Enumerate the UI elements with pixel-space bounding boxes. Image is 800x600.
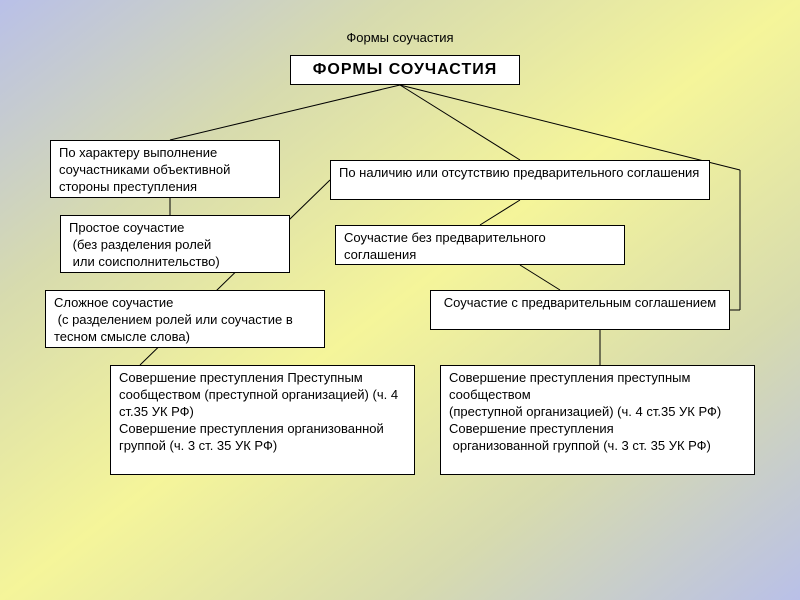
box-right-criterion: По наличию или отсутствию предварительно… xyxy=(330,160,710,200)
subtitle-text: Формы соучастия xyxy=(300,30,500,45)
box-right-detail: Совершение преступления преступным сообщ… xyxy=(440,365,755,475)
box-with-agreement: Соучастие с предварительным соглашением xyxy=(430,290,730,330)
box-left-criterion: По характеру выполнение соучастниками об… xyxy=(50,140,280,198)
box-left-detail: Совершение преступления Преступным сообщ… xyxy=(110,365,415,475)
box-simple: Простое соучастие (без разделения ролей … xyxy=(60,215,290,273)
diagram-canvas: Формы соучастия ФОРМЫ СОУЧАСТИЯ По харак… xyxy=(0,0,800,600)
box-complex: Сложное соучастие (с разделением ролей и… xyxy=(45,290,325,348)
box-no-agreement: Соучастие без предварительного соглашени… xyxy=(335,225,625,265)
main-title-box: ФОРМЫ СОУЧАСТИЯ xyxy=(290,55,520,85)
